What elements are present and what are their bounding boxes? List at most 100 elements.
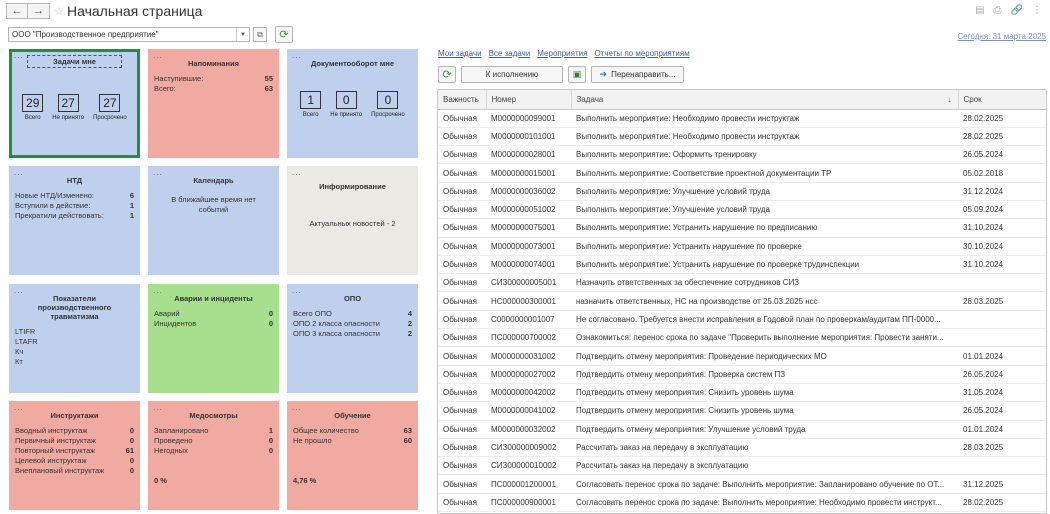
accept-for-execution-button[interactable]: К исполнению xyxy=(461,66,563,83)
table-row[interactable]: Обычная М0000000041002 Подтвердить отмену … xyxy=(438,401,1046,421)
tile-menu-icon[interactable]: ... xyxy=(292,51,302,60)
cell-importance: Обычная xyxy=(438,163,486,183)
tile-opo[interactable]: ... ОПО Всего ОПО 4 ОПО 2 класса опасност… xyxy=(287,284,418,393)
tile-menu-icon[interactable]: ... xyxy=(14,51,24,60)
today-date-link[interactable]: Сегодня: 31 марта 2025 xyxy=(957,32,1047,41)
tile-docflow[interactable]: ... Документооборот мне 1 Всего 0 Не приня… xyxy=(287,49,418,158)
tab-all-tasks[interactable]: Все задачи xyxy=(488,49,531,58)
tile-injury-indicators[interactable]: ... Показатели производственного травмат… xyxy=(9,284,140,393)
tile-menu-icon[interactable]: ... xyxy=(14,286,24,295)
save-icon[interactable]: ▤ xyxy=(975,5,985,16)
task-toolbar: ⟳ К исполнению ▣ ➜ Перенаправить... xyxy=(438,66,684,83)
tile-title: Календарь xyxy=(193,176,234,185)
tab-activities[interactable]: Мероприятия xyxy=(537,49,588,58)
column-number[interactable]: Номер xyxy=(486,90,572,110)
cell-task: Выполнить мероприятие: Устранить нарушен… xyxy=(571,255,958,275)
chevron-down-icon[interactable]: ▼ xyxy=(236,28,249,41)
more-icon[interactable]: ⋮ xyxy=(1032,5,1042,16)
table-row[interactable]: Обычная М0000000036002 Выполнить мероприят… xyxy=(438,182,1046,201)
cell-due: 31.12.2024 xyxy=(958,182,1046,201)
counter-total[interactable]: 1 Всего xyxy=(300,91,322,118)
cell-due xyxy=(958,328,1046,348)
table-row[interactable]: Обычная М0000000074001 Выполнить мероприят… xyxy=(438,255,1046,275)
back-button[interactable]: ← xyxy=(6,3,28,19)
open-document-button[interactable]: ▣ xyxy=(568,66,586,83)
task-counters: 29 Всего 27 Не принято 27 Просрочено xyxy=(15,94,134,121)
tile-menu-icon[interactable]: ... xyxy=(14,403,24,412)
tile-accidents[interactable]: ... Аварии и инциденты Аварий 0 Инциденто… xyxy=(148,284,279,393)
cell-importance: Обычная xyxy=(438,109,486,128)
table-row[interactable]: Обычная СИЗ00000010002 Рассчитать заказ на… xyxy=(438,456,1046,476)
table-row[interactable]: Обычная М0000000042002 Подтвердить отмену … xyxy=(438,383,1046,403)
table-row[interactable]: Обычная М0000000032002 Подтвердить отмену … xyxy=(438,420,1046,439)
redirect-button[interactable]: ➜ Перенаправить... xyxy=(591,66,684,83)
tile-menu-icon[interactable]: ... xyxy=(14,168,24,177)
cell-number: М0000000041002 xyxy=(486,401,571,421)
table-row[interactable]: Обычная СИЗ00000009002 Рассчитать заказ на… xyxy=(438,438,1046,458)
column-task[interactable]: Задача ↓ xyxy=(571,90,959,110)
favorite-star-icon[interactable]: ☆ xyxy=(54,6,64,18)
refresh-tasks-button[interactable]: ⟳ xyxy=(438,66,456,83)
tile-training[interactable]: ... Обучение Общее количество 63 Не прошл… xyxy=(287,401,418,510)
cell-number: СИЗ00000010002 xyxy=(486,456,571,476)
tile-ntd[interactable]: ... НТД Новые НТД/Изменено: 6 Вступили в … xyxy=(9,166,140,275)
tile-tasks[interactable]: ... Задачи мне 29 Всего 27 Не принято 27 Пр… xyxy=(9,49,140,158)
counter-not-accepted[interactable]: 27 Не принято xyxy=(52,94,85,121)
table-row[interactable]: Обычная М0000000073001 Выполнить мероприят… xyxy=(438,237,1046,256)
cell-importance: Обычная xyxy=(438,200,486,220)
cell-due: 28.02.2025 xyxy=(958,109,1046,128)
counter-overdue[interactable]: 27 Просрочено xyxy=(93,94,127,121)
refresh-dashboard-button[interactable]: ⟳ xyxy=(275,26,293,43)
cell-task: Рассчитать заказ на передачу в эксплуата… xyxy=(571,438,958,458)
tile-calendar[interactable]: ... Календарь В ближайшее время нет собы… xyxy=(148,166,279,275)
table-row[interactable]: Обычная М0000000099001 Выполнить мероприят… xyxy=(438,109,1046,128)
table-row[interactable]: Обычная СИЗ00000005001 Назначить ответстве… xyxy=(438,273,1046,293)
tile-menu-icon[interactable]: ... xyxy=(153,51,163,60)
print-icon[interactable]: ⎙ xyxy=(993,5,1002,16)
cell-importance: Обычная xyxy=(438,438,486,458)
tasks-table: Важность Номер Задача ↓ Срок Обычная М0000… xyxy=(437,89,1047,514)
tile-reminders[interactable]: ... Напоминания Наступившие: 55 Всего: 63 xyxy=(148,49,279,158)
table-row[interactable]: Обычная М0000000051002 Выполнить мероприят… xyxy=(438,200,1046,220)
table-row[interactable]: Обычная М0000000015001 Выполнить мероприят… xyxy=(438,163,1046,183)
tile-information[interactable]: ... Информирование Актуальных новостей -… xyxy=(287,166,418,275)
window-tools: ▤ ⎙ 🔗 ⋮ xyxy=(975,5,1042,16)
tile-menu-icon[interactable]: ... xyxy=(153,168,163,177)
tile-menu-icon[interactable]: ... xyxy=(153,403,163,412)
cell-task: Подтвердить отмену мероприятия: Проверка… xyxy=(571,365,958,384)
forward-button[interactable]: → xyxy=(28,3,50,19)
table-row[interactable]: Обычная М0000000028001 Выполнить мероприят… xyxy=(438,145,1046,165)
table-row[interactable]: Обычная ПС000000900001 Согласовать перенос… xyxy=(438,493,1046,513)
table-row[interactable]: Обычная НС000000300001 назначить ответстве… xyxy=(438,291,1046,311)
briefings-stats: Вводный инструктаж 0 Первичный инструктаж… xyxy=(15,426,134,475)
table-row[interactable]: Обычная М0000000031002 Подтвердить отмену … xyxy=(438,346,1046,366)
tile-medical[interactable]: ... Медосмотры Запланировано 1 Проведено 0… xyxy=(148,401,279,510)
table-row[interactable]: Обычная М0000000101001 Выполнить мероприят… xyxy=(438,127,1046,147)
link-icon[interactable]: 🔗 xyxy=(1010,5,1023,16)
table-row[interactable]: Обычная ПС000001200001 Согласовать перенос… xyxy=(438,474,1046,494)
table-row[interactable]: Обычная М0000000075001 Выполнить мероприят… xyxy=(438,218,1046,238)
cell-number: ПС000000900001 xyxy=(486,493,571,513)
table-row[interactable]: Обычная М0000000027002 Подтвердить отмену … xyxy=(438,365,1046,384)
tab-activity-reports[interactable]: Отчеты по мероприятиям xyxy=(594,49,690,58)
open-organization-button[interactable]: ⧉ xyxy=(253,27,267,42)
medical-percent: 0 % xyxy=(154,476,167,485)
tab-my-tasks[interactable]: Мои задачи xyxy=(438,49,482,58)
counter-total[interactable]: 29 Всего xyxy=(22,94,44,121)
tile-briefings[interactable]: ... Инструктажи Вводный инструктаж 0 Перв… xyxy=(9,401,140,510)
table-row[interactable]: Обычная ПС000000700002 Ознакомиться: перен… xyxy=(438,328,1046,348)
cell-task: назначить ответственных, НС на производс… xyxy=(571,291,958,311)
table-row[interactable]: Обычная С0000000001007 Не согласовано. Тре… xyxy=(438,310,1046,330)
tile-menu-icon[interactable]: ... xyxy=(292,168,302,177)
counter-overdue[interactable]: 0 Просрочено xyxy=(371,91,405,118)
cell-importance: Обычная xyxy=(438,420,486,439)
news-count-text: Актуальных новостей - 2 xyxy=(309,219,396,228)
tile-menu-icon[interactable]: ... xyxy=(292,286,302,295)
cell-task: Подтвердить отмену мероприятия: Улучшени… xyxy=(571,420,958,439)
column-importance[interactable]: Важность xyxy=(438,90,487,110)
column-due[interactable]: Срок xyxy=(958,90,1046,110)
tile-menu-icon[interactable]: ... xyxy=(292,403,302,412)
organization-select[interactable]: ООО "Производственное предприятие" ▼ xyxy=(8,27,250,42)
counter-not-accepted[interactable]: 0 Не принято xyxy=(330,91,363,118)
tile-menu-icon[interactable]: ... xyxy=(153,286,163,295)
